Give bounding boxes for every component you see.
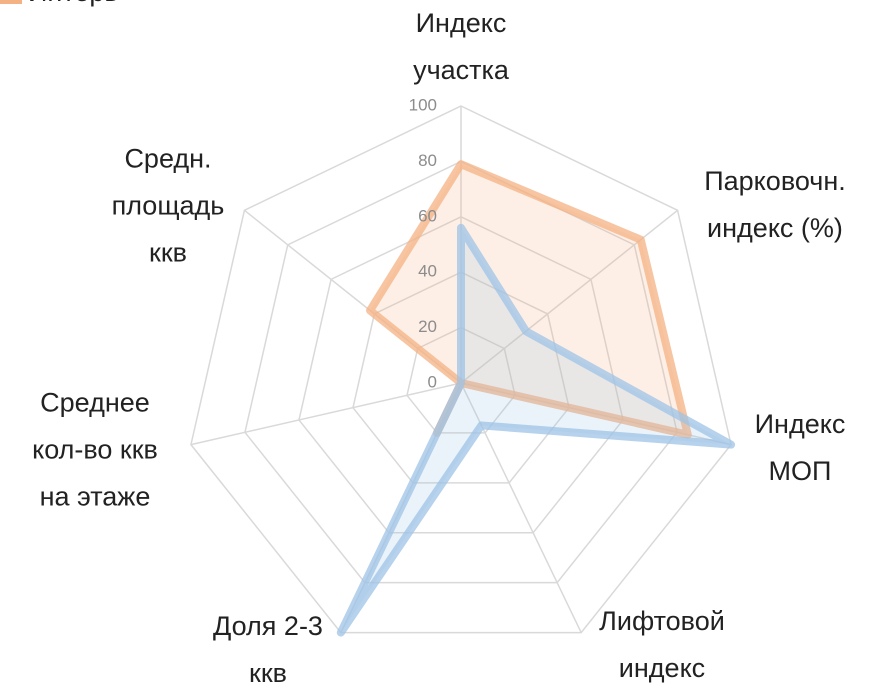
grid-ring <box>352 271 570 484</box>
axis-label: Доля 2-3 ккв <box>213 611 323 688</box>
tick-label: 0 <box>428 372 437 391</box>
tick-label: 20 <box>418 317 437 336</box>
grid-ring <box>190 105 732 634</box>
tick-label: 40 <box>418 262 437 281</box>
spoke <box>190 382 462 446</box>
tick-label: 60 <box>418 206 437 225</box>
legend-label: Интерь <box>28 0 118 8</box>
axis-label: Индекс МОП <box>754 409 846 486</box>
tick-label: 80 <box>418 151 437 170</box>
grid-ring <box>406 326 516 434</box>
axis-label: Лифтовой индекс <box>599 606 725 683</box>
legend-swatch <box>0 0 22 4</box>
axis-label: Среднее кол-во ккв на этаже <box>32 387 158 512</box>
axis-label: Средн. площадь ккв <box>111 143 225 268</box>
legend: Интерь <box>0 0 118 8</box>
series-area <box>336 223 736 637</box>
axis-label: Парковочн. индекс (%) <box>704 166 846 243</box>
grid-ring <box>244 160 678 584</box>
tick-label: 100 <box>409 95 437 114</box>
grid-ring <box>298 215 624 534</box>
axis-label: Индекс участка <box>413 8 509 85</box>
